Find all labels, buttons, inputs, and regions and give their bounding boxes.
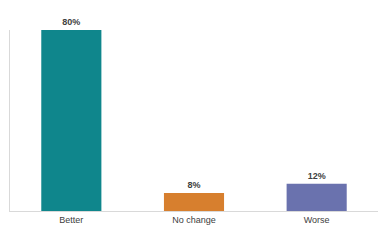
svg-text:12%: 12% (308, 171, 326, 181)
svg-text:No change: No change (172, 215, 216, 225)
svg-text:Worse: Worse (304, 215, 330, 225)
svg-text:80%: 80% (62, 17, 80, 27)
svg-text:8%: 8% (187, 180, 200, 190)
svg-text:Better: Better (59, 215, 83, 225)
